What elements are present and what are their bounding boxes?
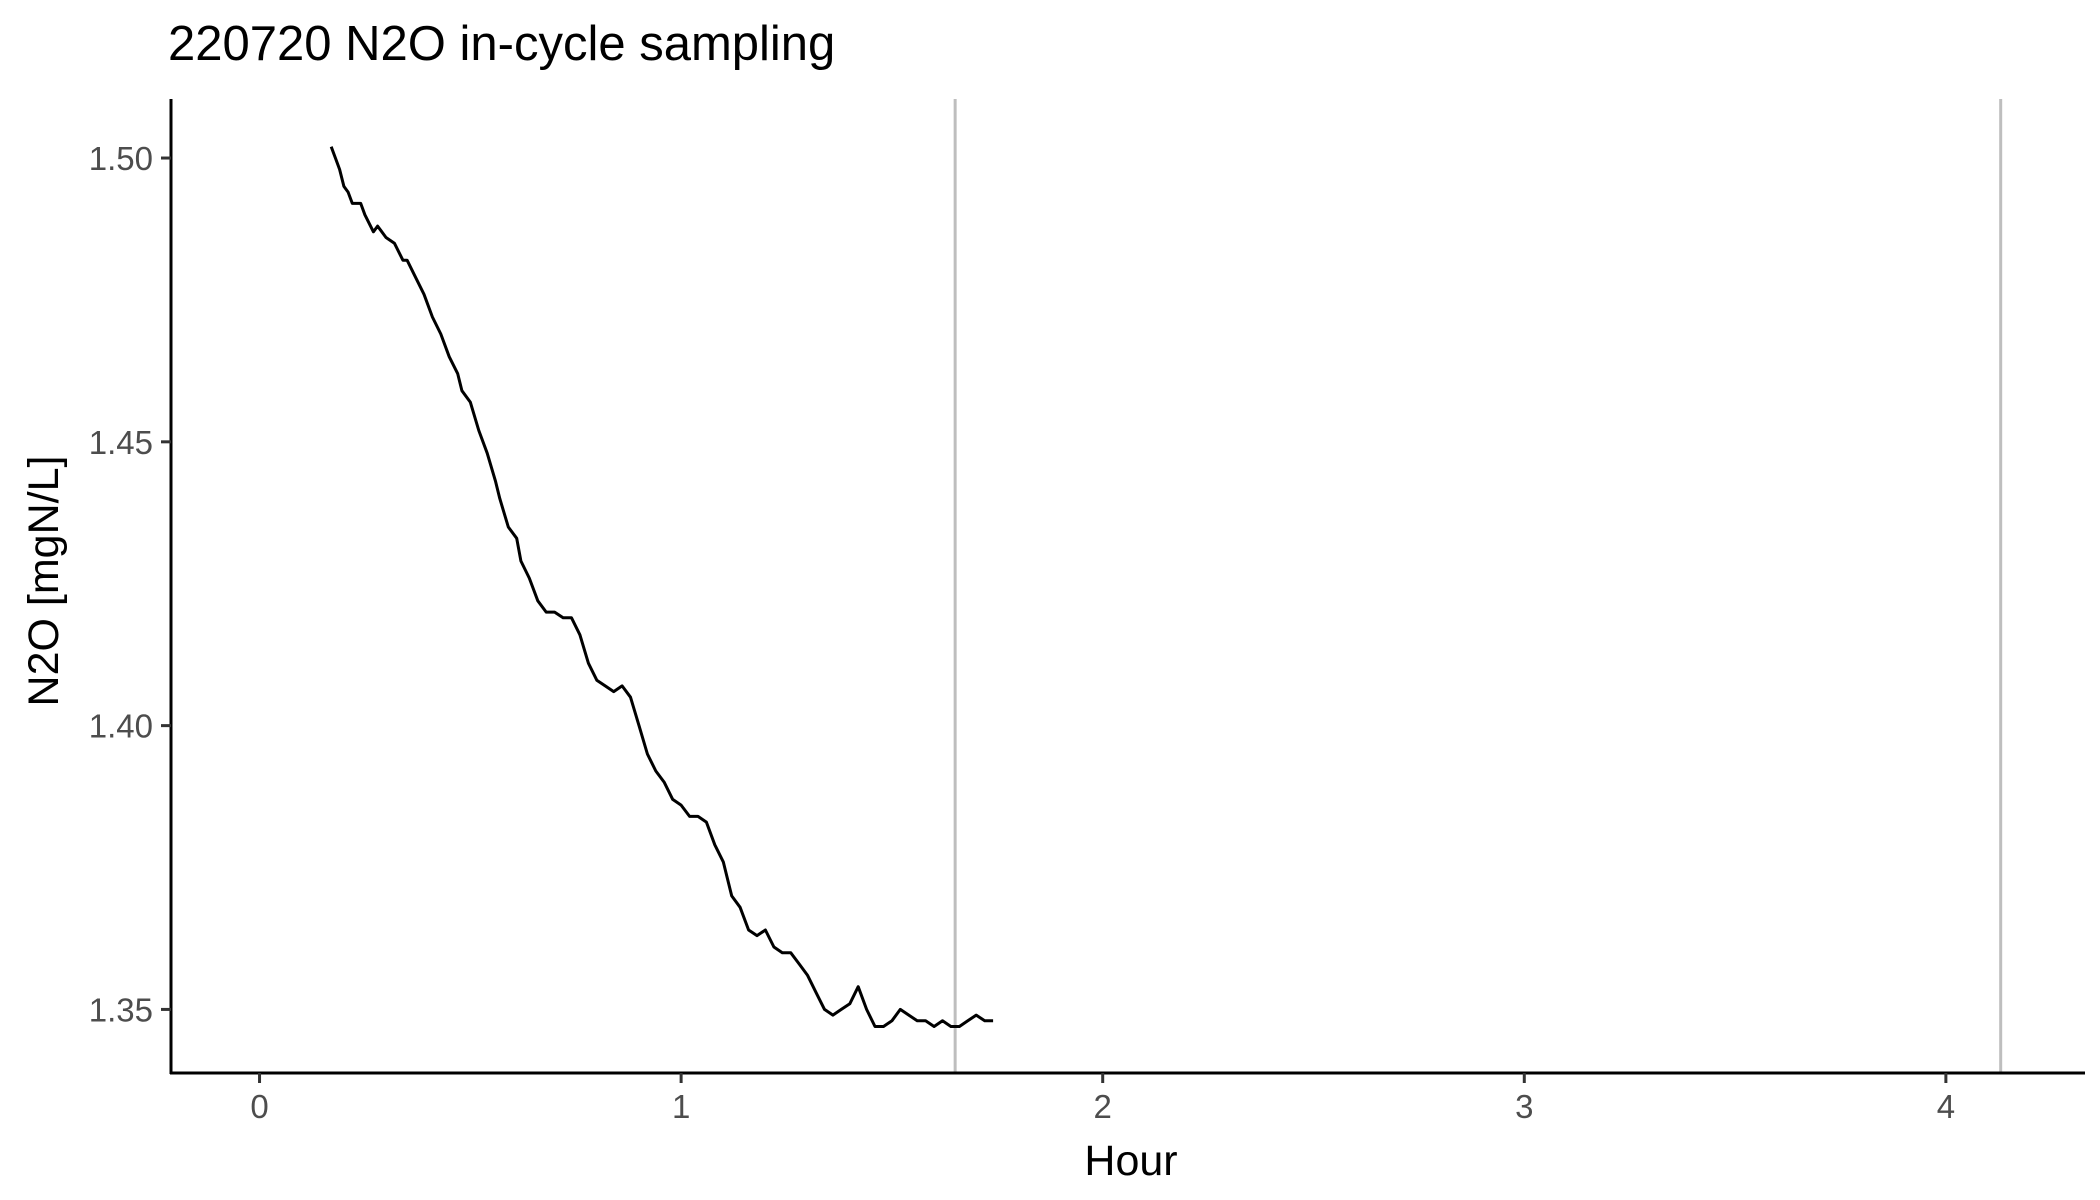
x-tick-label: 1 <box>672 1088 690 1125</box>
y-tick-label: 1.45 <box>89 424 153 461</box>
x-tick-label: 0 <box>250 1088 268 1125</box>
y-tick-label: 1.50 <box>89 140 153 177</box>
x-tick-label: 4 <box>1937 1088 1955 1125</box>
series-line <box>329 146 994 1028</box>
x-axis-title: Hour <box>1084 1137 1177 1185</box>
axes: 0 1 2 3 4 1.35 1.40 1.45 1.50 <box>89 99 2085 1125</box>
y-tick-label: 1.35 <box>89 991 153 1028</box>
y-tick-label: 1.40 <box>89 708 153 745</box>
y-axis-title: N2O [mgN/L] <box>20 456 68 707</box>
chart-title: 220720 N2O in-cycle sampling <box>168 17 835 71</box>
x-tick-label: 2 <box>1094 1088 1112 1125</box>
plot-area <box>329 99 2003 1073</box>
x-tick-label: 3 <box>1515 1088 1533 1125</box>
